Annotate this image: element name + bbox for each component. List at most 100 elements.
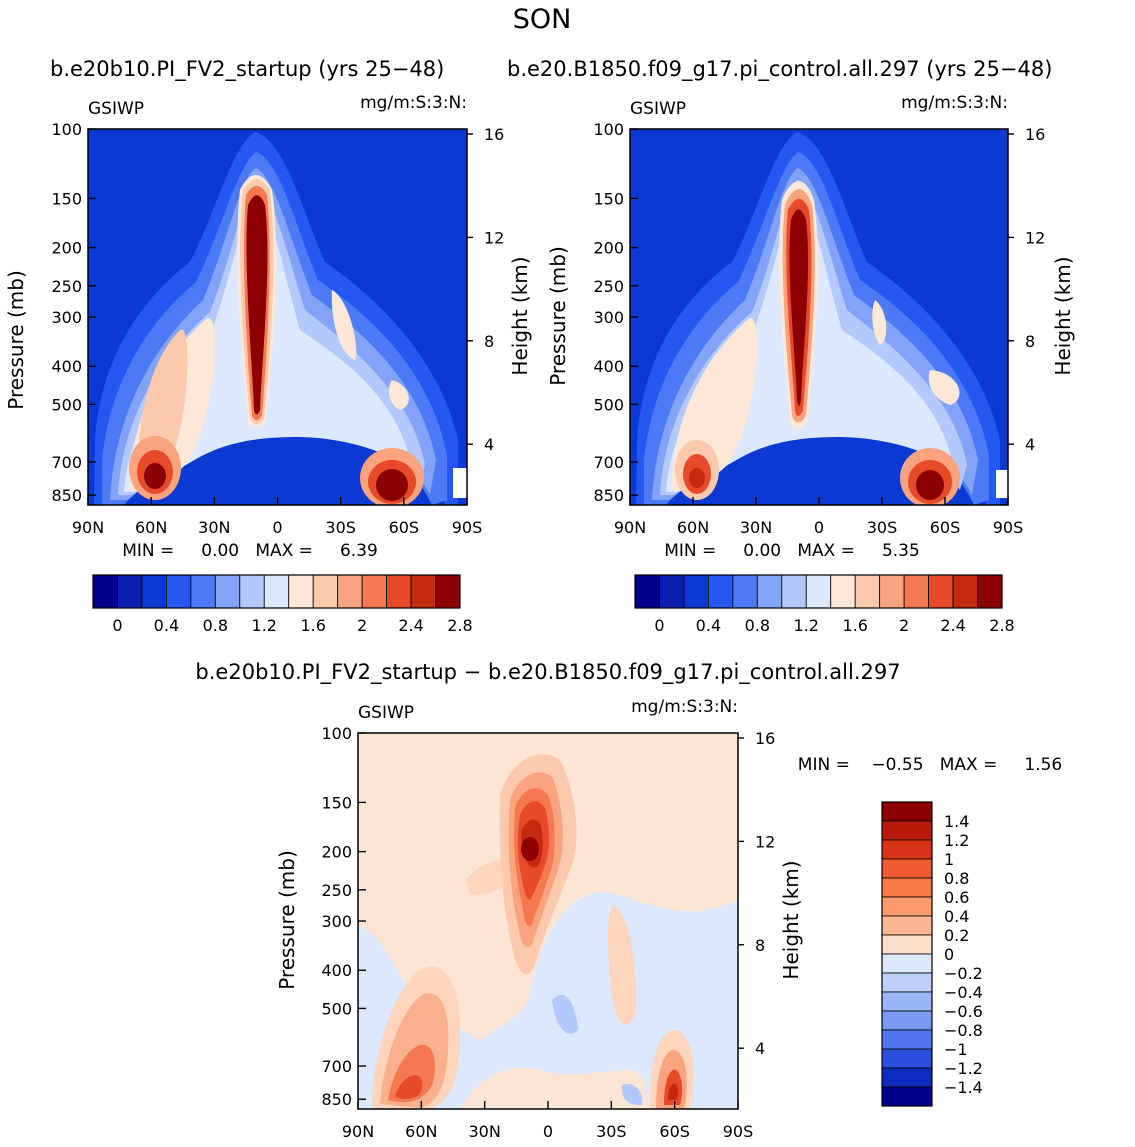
panel-2-xtick-label: 90S (993, 518, 1024, 537)
panel-3-colorbar-box (881, 839, 933, 860)
panel-2-ytick-label: 300 (593, 308, 624, 327)
panel-1-xtick-label: 60N (135, 518, 167, 537)
panel-1-ytick-label: 500 (51, 395, 82, 414)
panel-3-colorbar-label: 0 (944, 945, 954, 964)
panel-3-colorbar-box (881, 1029, 933, 1050)
panel-1-ytick-label: 100 (51, 120, 82, 139)
panel-1-colorbar-box (312, 574, 339, 609)
panel-3-xtick-label: 90S (723, 1122, 754, 1141)
panel-3-ylabel: Pressure (mb) (275, 850, 299, 990)
panel-1-xtick-label: 90S (452, 518, 483, 537)
panel-2-missing-data (996, 470, 1008, 498)
panel-1-ylabel: Pressure (mb) (4, 270, 28, 410)
panel-2-ytick-label: 700 (593, 453, 624, 472)
panel-1-nh-blob-3 (144, 463, 166, 489)
panel-1-colorbar-box (410, 574, 436, 609)
panel-1-colorbar-label: 2 (357, 616, 367, 635)
panel-1-contour-l8 (331, 290, 357, 360)
panel-2-colorbar-box (781, 574, 807, 609)
panel-1-colorbar-box (190, 574, 216, 609)
panel-1-colorbar-box (361, 574, 387, 609)
panel-3-colorbar-box (881, 953, 933, 974)
panel-3-y2tick-label: 8 (755, 936, 765, 955)
panel-3-xtick-label: 60N (405, 1122, 437, 1141)
panel-2-colorbar-label: 0 (654, 616, 664, 635)
panel-2-xtick-label: 0 (814, 518, 824, 537)
panel-3-xtick-label: 60S (659, 1122, 690, 1141)
panel-3-colorbar-label: −1.2 (944, 1059, 983, 1078)
panel-1-colorbar-box (214, 574, 241, 609)
panel-2-y2tick-label: 16 (1025, 125, 1045, 144)
panel-2-ytick-label: 100 (593, 120, 624, 139)
panel-1-y2tick-label: 12 (484, 228, 504, 247)
panel-3-colorbar-label: 1.4 (944, 812, 969, 831)
panel-2-xtick-label: 60N (677, 518, 709, 537)
panel-2-colorbar-box (732, 574, 758, 609)
panel-3-y2tick-label: 16 (755, 729, 775, 748)
panel-2-colorbar-label: 2 (899, 616, 909, 635)
panel-2-colorbar-box (928, 574, 954, 609)
panel-3-field (358, 733, 738, 1109)
panel-2-ytick-label: 400 (593, 357, 624, 376)
panel-2-ytick-label: 850 (593, 486, 624, 505)
panel-2-colorbar-label: 0.4 (696, 616, 721, 635)
panel-2-colorbar-box (805, 574, 832, 609)
panel-1-y2tick-label: 16 (484, 125, 504, 144)
panel-2-colorbar-label: 0.8 (745, 616, 770, 635)
panel-3-neg-patch-2 (621, 1084, 643, 1106)
panel-3-colorbar-box (881, 1067, 933, 1088)
panel-1-colorbar-box (92, 574, 118, 609)
panel-2-colorbar-frame (634, 574, 1003, 609)
panel-2-y2tick-label: 4 (1025, 435, 1035, 454)
panel-3-colorbar-frame (881, 801, 933, 1107)
panel-1-field (88, 129, 467, 505)
panel-1-y2tick-label: 4 (484, 435, 494, 454)
panel-3-xtick-label: 30N (469, 1122, 501, 1141)
panel-2-colorbar-label: 1.6 (842, 616, 867, 635)
panel-1-ytick-label: 300 (51, 308, 82, 327)
panel-2-field (630, 129, 1008, 505)
panel-1-contour-l13 (246, 195, 268, 415)
panel-2-ytick-label: 150 (593, 189, 624, 208)
panel-1-colorbar-box (435, 574, 461, 609)
panel-3-neg-patch-1 (552, 994, 578, 1034)
panel-1: GSIWP mg/m:S:3:N: Pressure (m (4, 93, 532, 635)
panel-2-colorbar-box (952, 574, 978, 609)
panel-2-title: b.e20.B1850.f09_g17.pi_control.all.297 (… (507, 57, 1052, 82)
panel-2-y2tick-label: 12 (1025, 228, 1045, 247)
panel-2-xtick-label: 90N (614, 518, 646, 537)
panel-1-colorbar-box (337, 574, 363, 609)
panel-1-xtick-label: 60S (389, 518, 420, 537)
panel-3-colorbar-label: −1.4 (944, 1078, 983, 1097)
panel-1-colorbar-box (165, 574, 192, 609)
panel-2-colorbar-box (708, 574, 734, 609)
panel-3-colorbar-label: 0.4 (944, 907, 969, 926)
panel-3-colorbar-label: −0.2 (944, 964, 983, 983)
panel-1-variable: GSIWP (88, 99, 144, 119)
panel-1-y2tick-label: 8 (484, 332, 494, 351)
panel-1-missing-data (453, 468, 467, 498)
panel-2-contour-l12 (789, 209, 809, 406)
panel-3-colorbar-label: −0.4 (944, 983, 983, 1002)
panel-3-colorbar-box (881, 1086, 933, 1107)
panel-1-colorbar-label: 0.4 (154, 616, 179, 635)
panel-1-colorbar: 0 0.4 0.8 1.2 1.6 2 2.4 2.8 (92, 574, 473, 635)
panel-1-xtick-label: 30N (198, 518, 230, 537)
panel-3-y2label: Height (km) (779, 860, 803, 979)
panel-1-contour-l9 (388, 380, 409, 410)
panel-3-y2tick-label: 12 (755, 832, 775, 851)
panel-2-colorbar-box (854, 574, 881, 609)
panel-2-y2label: Height (km) (1051, 256, 1075, 375)
panel-2-ytick-label: 250 (593, 277, 624, 296)
panel-1-colorbar-box (386, 574, 412, 609)
panel-2-colorbar-label: 1.2 (794, 616, 819, 635)
panel-3-colorbar-box (881, 801, 933, 822)
panel-3-ytick-label: 200 (321, 843, 352, 862)
panel-1-ytick-label: 150 (51, 189, 82, 208)
panel-3-colorbar-box (881, 877, 933, 898)
panel-3: GSIWP mg/m:S:3:N: Pressure (mb) (275, 697, 1062, 1141)
panel-3-max-blob (521, 837, 539, 861)
panel-2-colorbar-label: 2.8 (989, 616, 1014, 635)
panel-1-ytick-label: 400 (51, 357, 82, 376)
